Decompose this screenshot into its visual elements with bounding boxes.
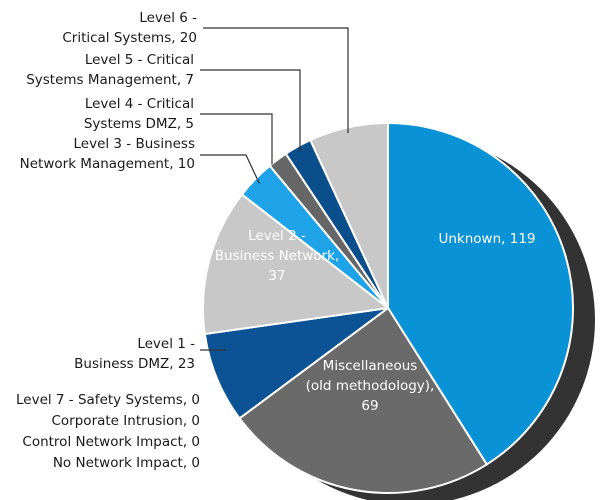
slice-level2 xyxy=(202,193,389,335)
slice-level1 xyxy=(203,307,389,420)
label-misc: Miscellaneous (old methodology), 69 xyxy=(306,358,435,414)
leader-level3 xyxy=(200,154,260,184)
zero-item-level7: Level 7 - Safety Systems, 0 xyxy=(16,392,200,408)
label-level1: Level 1 -Business DMZ, 23 xyxy=(74,336,195,372)
leader-level6 xyxy=(203,27,349,134)
label-level3: Level 3 - Business Network Management, 10 xyxy=(20,136,195,172)
label-unknown: Unknown, 119 xyxy=(438,231,535,247)
zero-item-corporate-intrusion: Corporate Intrusion, 0 xyxy=(51,413,201,429)
label-level6: Level 6 -Critical Systems, 20 xyxy=(62,10,197,46)
label-level5: Level 5 - Critical Systems Management, 7 xyxy=(26,52,194,88)
slice-unknown xyxy=(387,122,574,466)
zero-value-list: Level 7 - Safety Systems, 0 Corporate In… xyxy=(0,390,200,474)
leader-level5 xyxy=(200,69,301,152)
leader-level4 xyxy=(200,113,273,165)
slice-misc xyxy=(238,307,488,494)
label-level4: Level 4 - Critical Systems DMZ, 5 xyxy=(84,96,194,132)
label-level2: Level 2 -Business Network, 37 xyxy=(215,228,339,284)
zero-item-control-network-impact: Control Network Impact, 0 xyxy=(22,434,200,450)
zero-item-no-network-impact: No Network Impact, 0 xyxy=(52,455,200,471)
